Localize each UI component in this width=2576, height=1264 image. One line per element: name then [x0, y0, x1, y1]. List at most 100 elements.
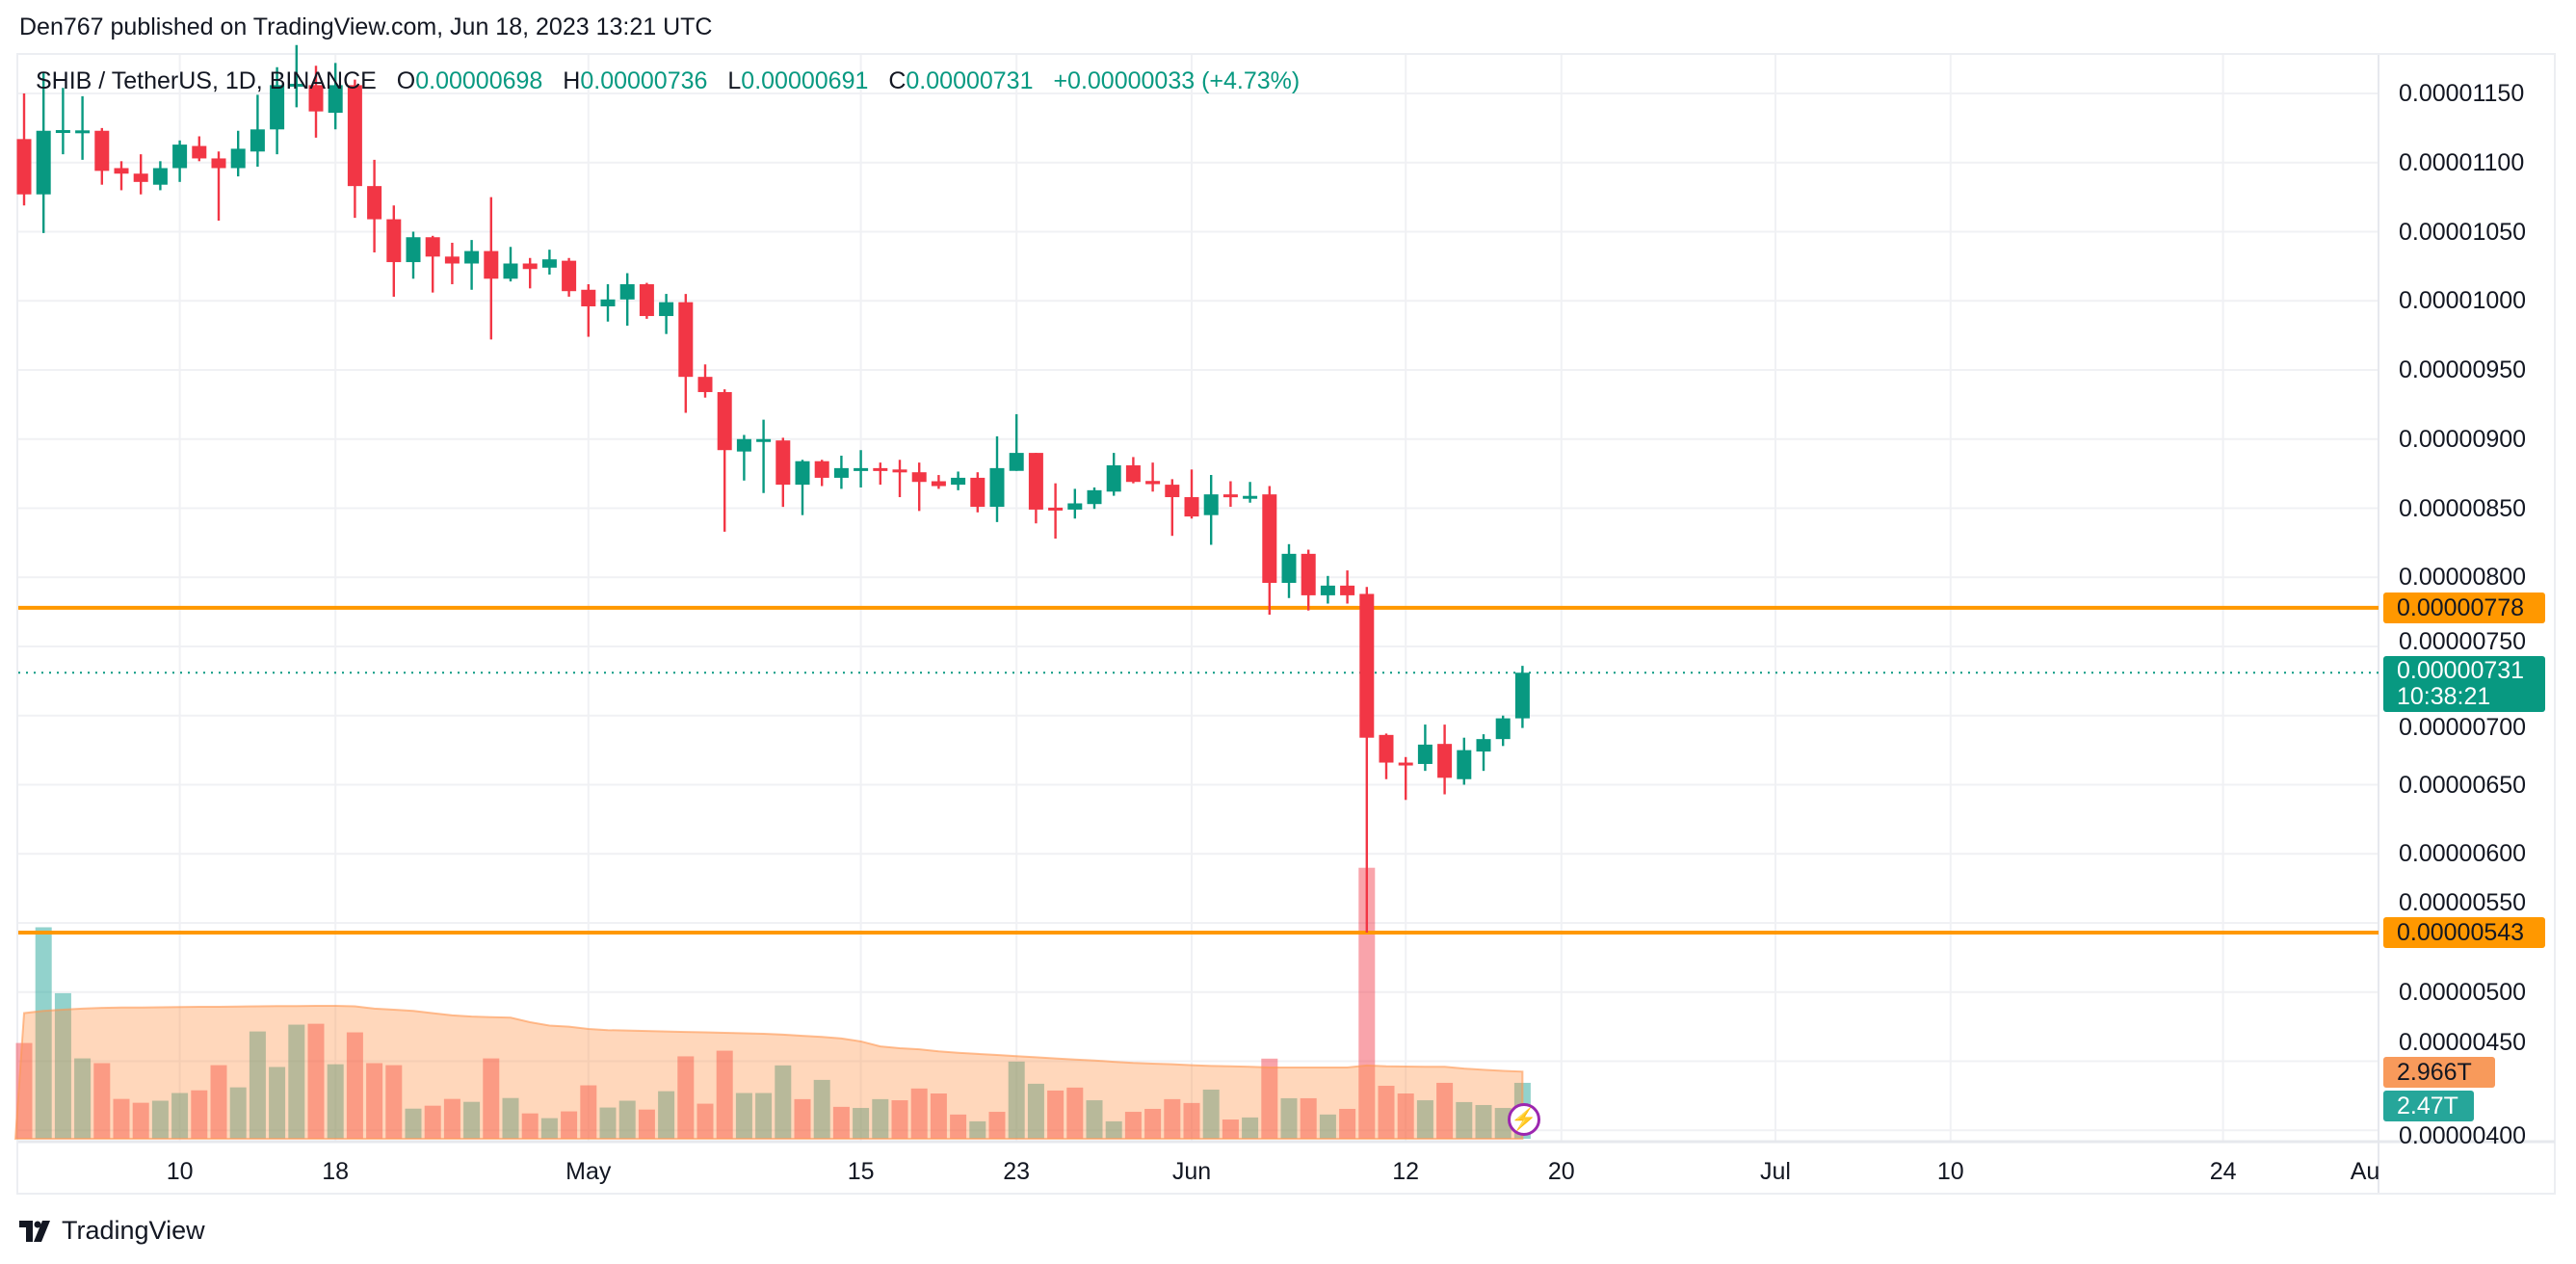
- candle-body: [1398, 762, 1413, 766]
- candle-body: [697, 377, 713, 392]
- candle-body: [1125, 465, 1141, 483]
- level-badge-resistance: 0.00000778: [2383, 592, 2545, 623]
- price-tick-label: 0.00000650: [2399, 771, 2527, 799]
- volume-ma-area: [13, 1005, 1524, 1140]
- candle-body: [406, 237, 421, 263]
- candle-body: [289, 83, 304, 87]
- volume-bar: [775, 1065, 792, 1139]
- price-tick-label: 0.00000900: [2399, 425, 2527, 453]
- candle-body: [55, 130, 70, 134]
- volume-bar: [1105, 1120, 1122, 1139]
- price-tick-label: 0.00001150: [2399, 80, 2525, 107]
- candle-body: [1301, 553, 1316, 595]
- candle-body: [270, 85, 285, 130]
- tradingview-logo-icon: [19, 1220, 50, 1242]
- open-value: 0.00000698: [415, 67, 543, 94]
- volume-bar: [1339, 1108, 1356, 1139]
- candle-body: [1028, 453, 1043, 510]
- volume-bar: [813, 1079, 830, 1139]
- price-tick-label: 0.00000800: [2399, 564, 2527, 592]
- volume-bar: [54, 992, 71, 1139]
- volume-badge: 2.47T: [2383, 1091, 2474, 1121]
- candle-body: [1281, 553, 1297, 583]
- candle-body: [230, 148, 246, 169]
- volume-bar: [171, 1093, 189, 1139]
- price-tick-label: 0.00000500: [2399, 978, 2527, 1006]
- volume-bar: [366, 1063, 383, 1139]
- candle-body: [425, 237, 440, 257]
- price-tick-label: 0.00000400: [2399, 1122, 2527, 1150]
- time-tick-label: 10: [1936, 1158, 1964, 1185]
- candle-body: [1106, 465, 1121, 492]
- price-tick-label: 0.00000600: [2399, 840, 2527, 868]
- price-tick-label: 0.00000850: [2399, 494, 2527, 522]
- candle-body: [1009, 453, 1024, 471]
- volume-bar: [288, 1024, 305, 1139]
- last-price-badge: 0.00000731 10:38:21: [2383, 656, 2545, 713]
- candle-body: [619, 284, 635, 300]
- lightning-icon[interactable]: ⚡: [1508, 1103, 1540, 1136]
- price-tick-label: 0.00000450: [2399, 1028, 2527, 1056]
- time-tick-label: Au: [2350, 1158, 2380, 1185]
- volume-bar: [1494, 1108, 1511, 1139]
- volume-bar: [405, 1108, 422, 1139]
- volume-bar: [502, 1097, 519, 1139]
- candle-body: [892, 469, 907, 473]
- volume-bar: [307, 1023, 325, 1139]
- candle-body: [1437, 744, 1453, 778]
- candle-body: [1184, 497, 1199, 517]
- volume-bar: [1280, 1097, 1298, 1139]
- candle-body: [152, 168, 168, 185]
- volume-bar: [1358, 867, 1376, 1139]
- candle-body: [16, 139, 32, 195]
- volume-bar: [1242, 1117, 1259, 1139]
- volume-bar: [1222, 1119, 1239, 1139]
- candle-body: [931, 481, 946, 487]
- time-tick-label: 23: [1003, 1158, 1031, 1185]
- candle-body: [1320, 585, 1335, 595]
- publish-info: Den767 published on TradingView.com, Jun…: [19, 13, 713, 40]
- candle-body: [444, 256, 460, 264]
- volume-bar: [969, 1120, 986, 1139]
- volume-bar: [35, 927, 52, 1139]
- change-value: +0.00000033 (+4.73%): [1053, 67, 1301, 94]
- candle-body: [1203, 494, 1219, 515]
- candle-body: [211, 158, 226, 169]
- price-tick-label: 0.00001100: [2399, 148, 2525, 176]
- candle-body: [1359, 593, 1375, 738]
- tradingview-logo[interactable]: TradingView: [19, 1216, 205, 1246]
- volume-bar: [755, 1093, 773, 1139]
- candle-body: [114, 168, 129, 174]
- volume-bar: [853, 1108, 870, 1139]
- candle-body: [192, 145, 207, 159]
- time-tick-label: 20: [1547, 1158, 1575, 1185]
- volume-bar: [385, 1065, 403, 1139]
- candle-body: [717, 391, 732, 451]
- chart-legend: SHIB / TetherUS, 1D, BINANCE O0.00000698…: [36, 67, 1300, 95]
- candle-body: [1476, 739, 1491, 752]
- time-tick-label: 18: [322, 1158, 350, 1185]
- volume-bar: [910, 1088, 928, 1139]
- volume-bar: [697, 1103, 714, 1139]
- candle-body: [1087, 489, 1102, 505]
- symbol-title[interactable]: SHIB / TetherUS, 1D, BINANCE: [36, 67, 377, 94]
- candle-body: [678, 302, 694, 378]
- candle-body: [172, 145, 188, 169]
- candle-body: [367, 186, 382, 220]
- candle-body: [36, 130, 51, 195]
- candle-body: [1495, 718, 1511, 740]
- candle-body: [1165, 485, 1180, 498]
- volume-ma-badge: 2.966T: [2383, 1057, 2495, 1088]
- candle-body: [562, 260, 577, 292]
- level-badge-support: 0.00000543: [2383, 917, 2545, 949]
- brand-name: TradingView: [62, 1216, 205, 1245]
- high-value: 0.00000736: [580, 67, 708, 94]
- price-tick-label: 0.00000550: [2399, 889, 2527, 916]
- volume-bar: [93, 1063, 111, 1139]
- open-label: O: [396, 67, 416, 94]
- price-tick-label: 0.00000950: [2399, 356, 2527, 383]
- candle-body: [833, 467, 849, 478]
- candle-body: [1262, 494, 1277, 583]
- volume-bar: [1378, 1086, 1395, 1139]
